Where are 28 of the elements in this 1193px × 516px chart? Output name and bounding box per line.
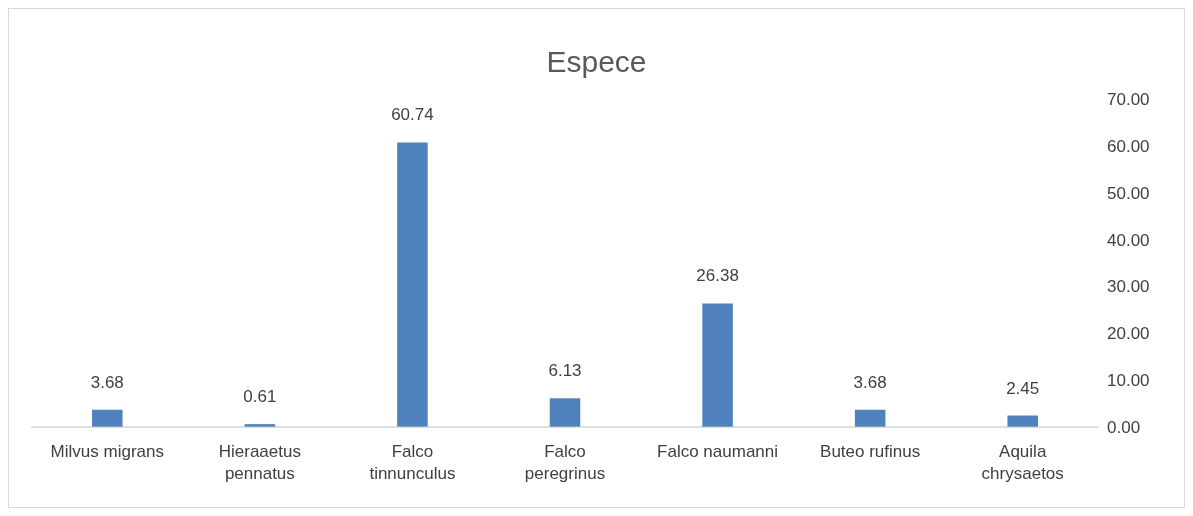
y-tick-label: 70.00 bbox=[1107, 90, 1150, 110]
y-tick-label: 50.00 bbox=[1107, 183, 1150, 203]
x-tick-label: Aquila chrysaetos bbox=[981, 442, 1064, 483]
x-tick-label: Hieraaetus pennatus bbox=[218, 442, 301, 483]
y-tick-label: 30.00 bbox=[1107, 277, 1150, 297]
y-tick-label: 60.00 bbox=[1107, 136, 1150, 156]
y-tick-label: 40.00 bbox=[1107, 230, 1150, 250]
data-label: 2.45 bbox=[1006, 378, 1040, 398]
x-tick-label: Milvus migrans bbox=[50, 442, 164, 461]
data-label: 6.13 bbox=[548, 361, 582, 381]
chart-title: Espece bbox=[545, 44, 648, 79]
y-tick-label: 0.00 bbox=[1107, 418, 1141, 438]
data-label: 60.74 bbox=[391, 105, 434, 125]
x-tick-label: Falco peregrinus bbox=[524, 442, 606, 483]
bar bbox=[92, 409, 123, 427]
x-tick-label: Falco naumanni bbox=[657, 442, 779, 461]
bar bbox=[549, 398, 581, 427]
data-label: 0.61 bbox=[243, 387, 277, 407]
y-tick-label: 20.00 bbox=[1107, 324, 1150, 344]
data-label: 3.68 bbox=[90, 372, 124, 392]
x-tick-label: Falco tinnunculus bbox=[369, 442, 456, 483]
data-label: 26.38 bbox=[696, 266, 739, 286]
bar bbox=[397, 142, 428, 427]
data-label: 3.68 bbox=[853, 372, 887, 392]
x-tick-label: Buteo rufinus bbox=[820, 442, 921, 461]
y-tick-label: 10.00 bbox=[1107, 371, 1150, 391]
bar bbox=[702, 303, 733, 427]
bar bbox=[854, 409, 886, 427]
